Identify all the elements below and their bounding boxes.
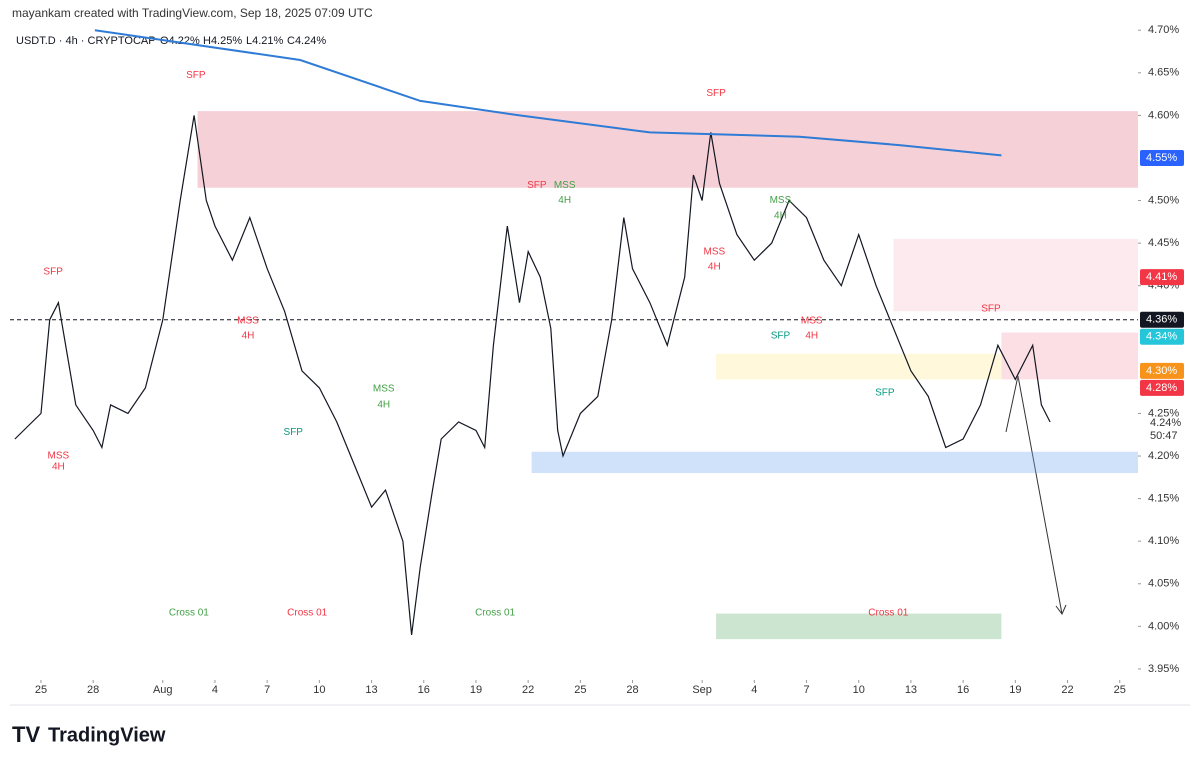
annotation: SFP	[981, 303, 1001, 314]
symbol: USDT.D · 4h · CRYPTOCAP	[16, 35, 156, 47]
x-tick-label: 16	[957, 684, 969, 696]
price-label-bg	[1140, 269, 1184, 286]
x-tick-label: 7	[803, 684, 809, 696]
x-tick-label: 16	[418, 684, 430, 696]
annotation: MSS	[801, 315, 823, 326]
price-label: 4.36%	[1146, 314, 1177, 326]
price-label: 4.28%	[1146, 382, 1177, 394]
last-price: 4.24%	[1150, 417, 1181, 429]
projection-arrow	[1005, 375, 1063, 615]
ohlc-low: L4.21%	[246, 35, 284, 47]
annotation: MSS	[48, 451, 70, 462]
y-tick-label: 4.00%	[1148, 620, 1179, 632]
annotation: SFP	[875, 388, 895, 399]
annotation: MSS	[703, 246, 725, 257]
x-tick-label: 13	[905, 684, 917, 696]
annotation: Cross 01	[868, 607, 908, 618]
annotation: SFP	[43, 267, 63, 278]
zone	[197, 111, 1139, 188]
x-tick-label: 4	[212, 684, 218, 696]
x-tick-label: Aug	[153, 684, 173, 696]
ohlc-close: C4.24%	[287, 35, 326, 47]
annotation: 4H	[708, 262, 721, 273]
annotation: SFP	[527, 180, 547, 191]
ohlc-high: H4.25%	[203, 35, 242, 47]
countdown: 50:47	[1150, 430, 1178, 442]
price-label-bg	[1140, 149, 1184, 166]
y-tick-label: 4.05%	[1148, 578, 1179, 590]
price-label: 4.34%	[1146, 331, 1177, 343]
annotation: Cross 01	[169, 607, 209, 618]
price-label-bg	[1140, 362, 1184, 379]
annotation: 4H	[774, 211, 787, 222]
arrow-head	[1055, 604, 1067, 615]
y-tick-label: 4.70%	[1148, 24, 1179, 36]
y-tick-label: 3.95%	[1148, 663, 1179, 675]
x-tick-label: 13	[365, 684, 377, 696]
y-tick-label: 4.10%	[1148, 535, 1179, 547]
x-tick-label: 22	[1061, 684, 1073, 696]
x-tick-label: 7	[264, 684, 270, 696]
annotation: MSS	[770, 195, 792, 206]
logo-mark: TV	[12, 722, 40, 747]
credit: mayankam created with TradingView.com, S…	[12, 6, 373, 20]
price-label-bg	[1140, 311, 1184, 328]
y-tick-label: 4.45%	[1148, 237, 1179, 249]
y-tick-label: 4.20%	[1148, 450, 1179, 462]
x-tick-label: 10	[853, 684, 865, 696]
y-tick-label: 4.25%	[1148, 407, 1179, 419]
y-tick-label: 4.65%	[1148, 67, 1179, 79]
annotation: MSS	[373, 383, 395, 394]
annotation: MSS	[554, 180, 576, 191]
x-tick-label: 25	[574, 684, 586, 696]
x-tick-label: Sep	[692, 684, 712, 696]
annotation: SFP	[706, 88, 726, 99]
y-tick-label: 4.15%	[1148, 493, 1179, 505]
annotation: MSS	[237, 315, 259, 326]
annotation: SFP	[771, 331, 791, 342]
x-tick-label: 28	[626, 684, 638, 696]
zone	[716, 353, 1002, 380]
annotation: Cross 01	[287, 607, 327, 618]
price-label-bg	[1140, 328, 1184, 345]
annotation: Cross 01	[475, 607, 515, 618]
zone	[716, 613, 1002, 640]
annotation: SFP	[186, 70, 206, 81]
y-tick-label: 4.50%	[1148, 194, 1179, 206]
footer-logo: TradingView	[48, 724, 166, 746]
x-tick-label: 19	[470, 684, 482, 696]
x-tick-label: 28	[87, 684, 99, 696]
price-label: 4.30%	[1146, 365, 1177, 377]
x-tick-label: 25	[1114, 684, 1126, 696]
zone	[531, 451, 1138, 474]
zone	[1001, 332, 1138, 380]
zone	[893, 238, 1138, 312]
series-line	[94, 29, 1002, 157]
annotation: 4H	[805, 331, 818, 342]
price-label: 4.55%	[1146, 152, 1177, 164]
y-tick-label: 4.60%	[1148, 109, 1179, 121]
price-label: 4.41%	[1146, 271, 1177, 283]
annotation: 4H	[52, 462, 65, 473]
annotation: 4H	[242, 331, 255, 342]
price-label-bg	[1140, 379, 1184, 396]
annotation: SFP	[284, 427, 304, 438]
x-tick-label: 19	[1009, 684, 1021, 696]
x-tick-label: 10	[313, 684, 325, 696]
series-line	[14, 115, 1051, 635]
x-tick-label: 25	[35, 684, 47, 696]
x-tick-label: 4	[751, 684, 757, 696]
annotation: 4H	[377, 400, 390, 411]
annotation: 4H	[558, 195, 571, 206]
x-tick-label: 22	[522, 684, 534, 696]
